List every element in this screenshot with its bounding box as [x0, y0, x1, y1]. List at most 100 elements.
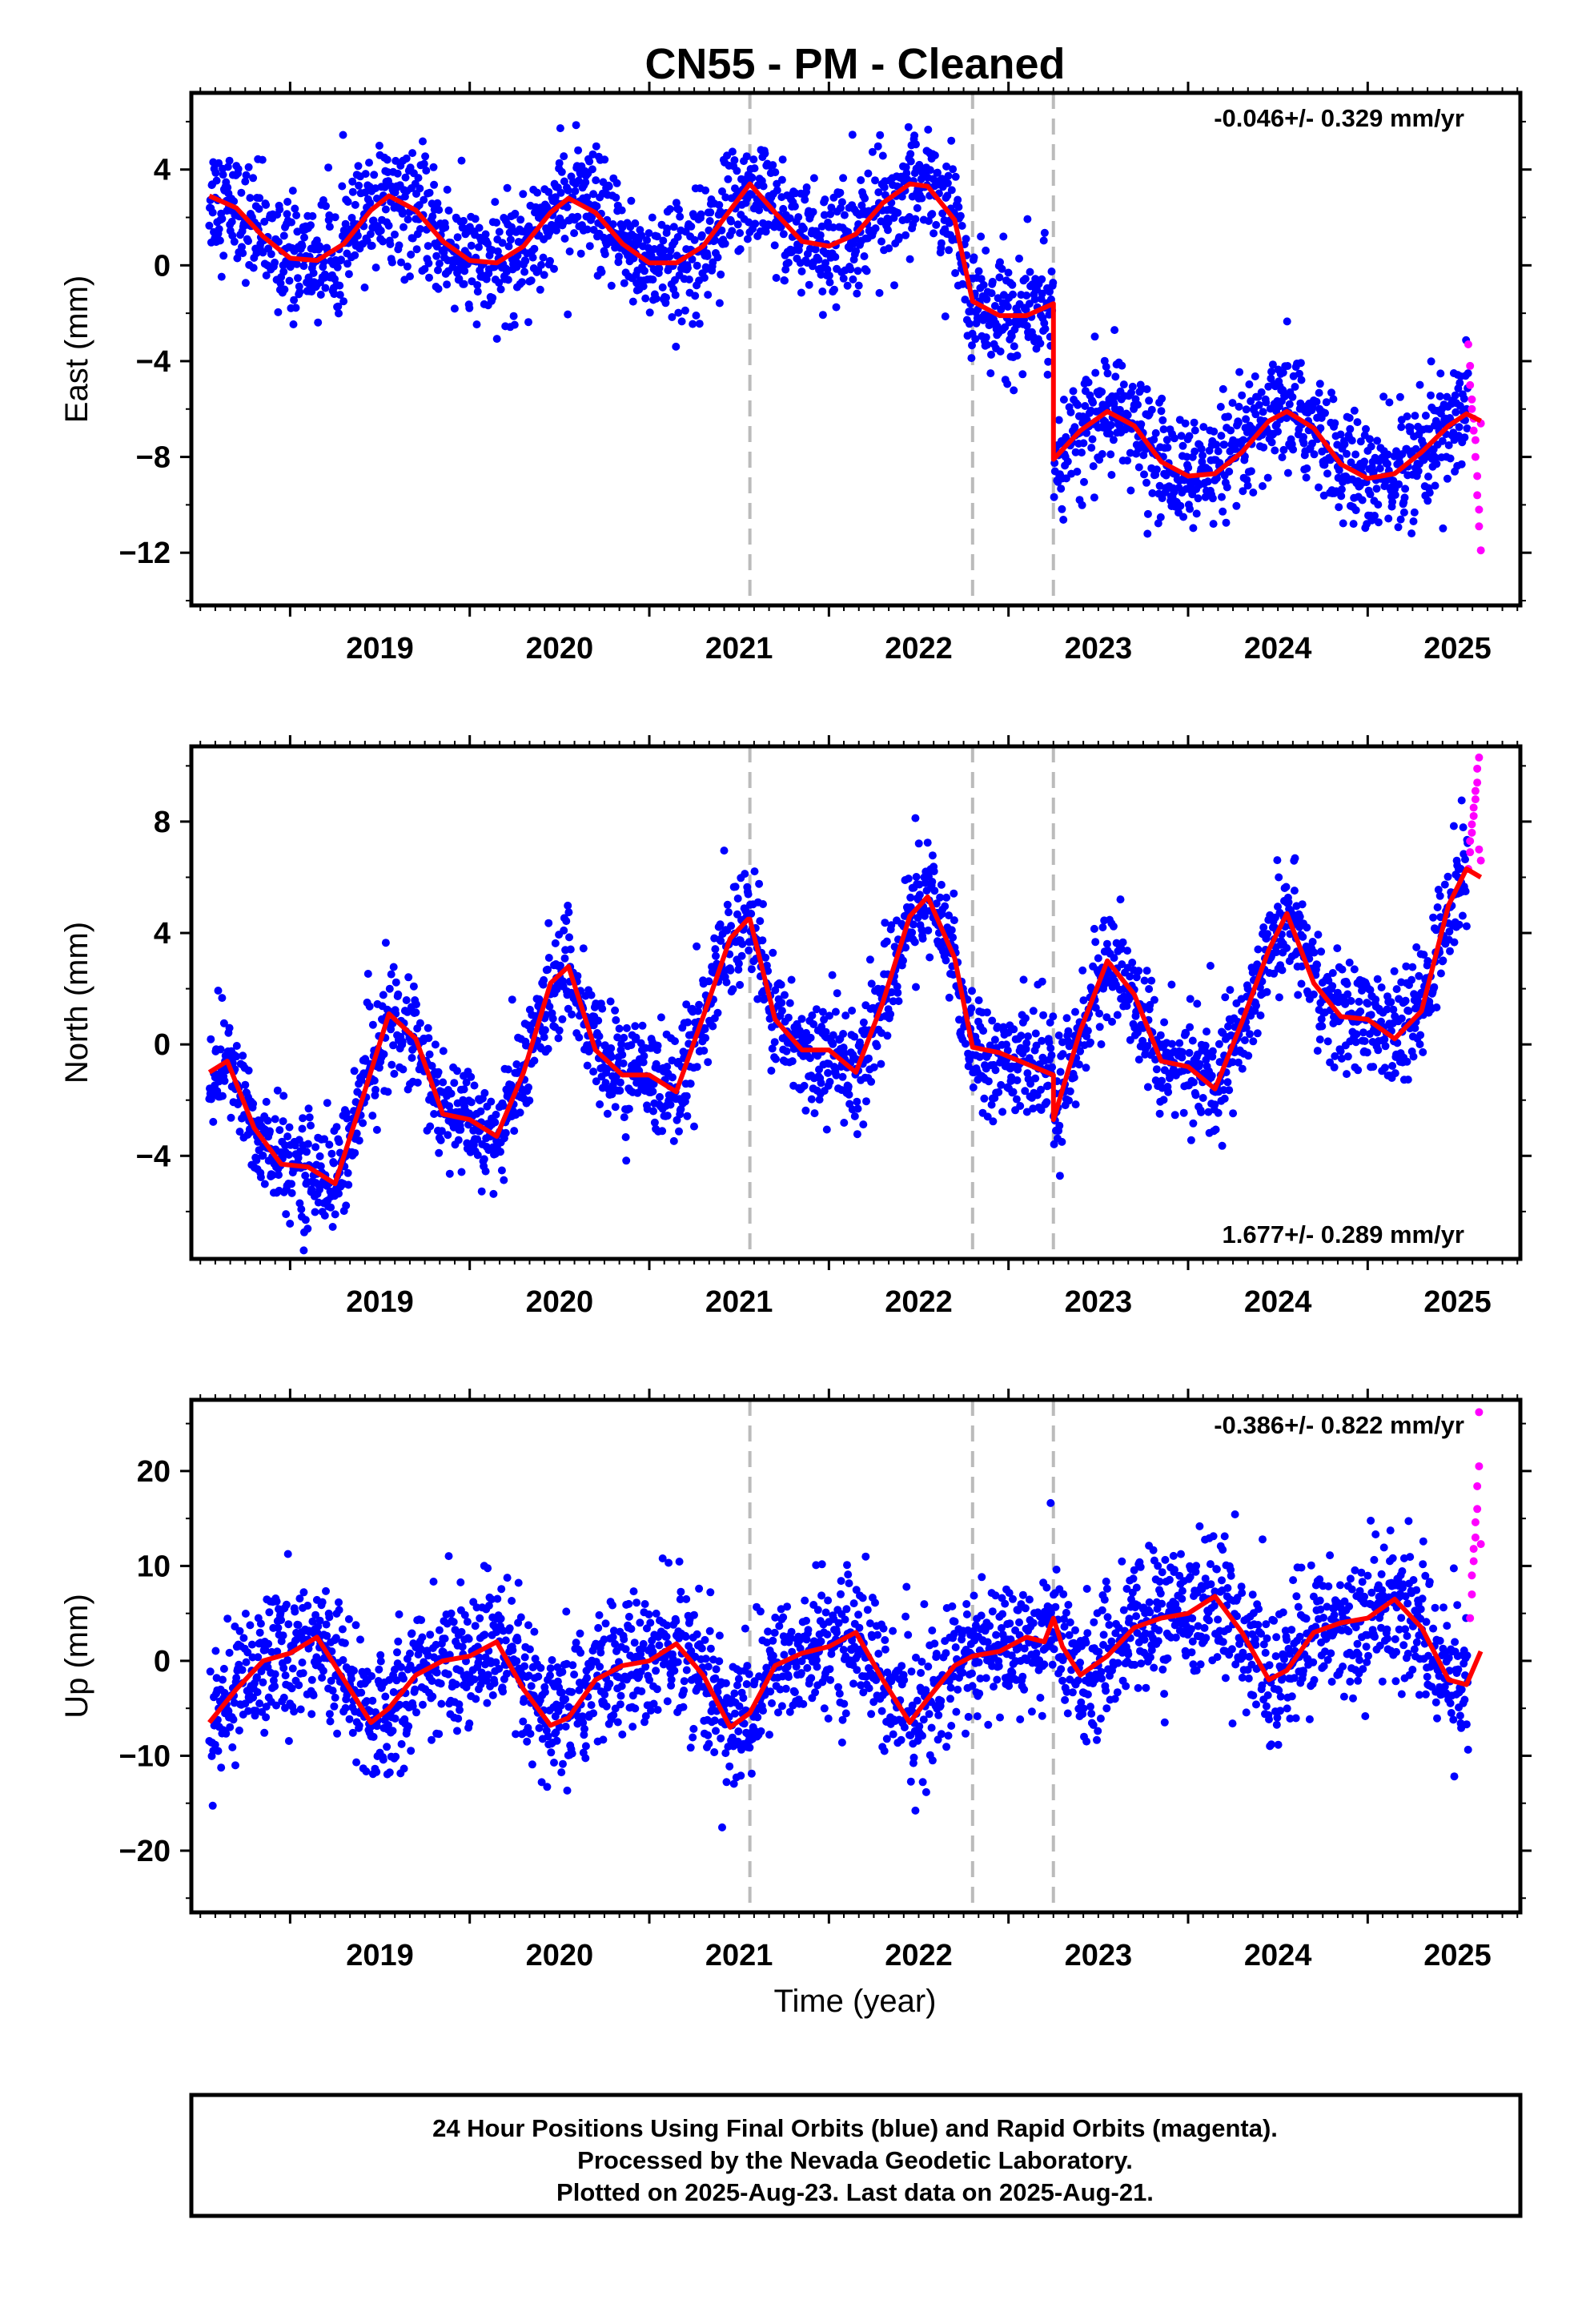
final-orbit-point: [1404, 1007, 1413, 1015]
model-line: [208, 181, 1482, 481]
final-orbit-point: [315, 1152, 324, 1160]
final-orbit-point: [429, 163, 438, 171]
final-orbit-point: [401, 173, 410, 182]
final-orbit-point: [1054, 416, 1063, 424]
final-orbit-point: [725, 908, 733, 917]
final-orbit-point: [283, 1132, 292, 1141]
final-orbit-point: [1017, 1031, 1026, 1040]
final-orbit-point: [1189, 524, 1198, 533]
final-orbit-point: [722, 978, 731, 987]
final-orbit-point: [443, 280, 452, 289]
final-orbit-point: [704, 291, 713, 300]
final-orbit-point: [1314, 931, 1323, 939]
final-orbit-point: [1397, 1014, 1406, 1023]
final-orbit-point: [506, 235, 515, 244]
final-orbit-point: [969, 1083, 978, 1092]
final-orbit-point: [279, 1117, 287, 1126]
final-orbit-point: [619, 1059, 628, 1068]
final-orbit-point: [1255, 400, 1263, 409]
final-orbit-point: [420, 195, 428, 204]
final-orbit-point: [908, 928, 917, 937]
final-orbit-point: [233, 254, 242, 263]
final-orbit-point: [1392, 985, 1401, 994]
y-tick-label: 0: [154, 249, 171, 283]
final-orbit-point: [480, 1088, 489, 1097]
final-orbit-point: [540, 1033, 548, 1042]
final-orbit-point: [460, 279, 468, 288]
final-orbit-point: [901, 943, 910, 952]
final-orbit-point: [1151, 428, 1160, 437]
final-orbit-point: [1298, 962, 1307, 971]
final-orbit-point: [982, 295, 991, 304]
final-orbit-point: [434, 1068, 443, 1076]
final-orbit-point: [941, 312, 950, 321]
final-orbit-point: [1384, 514, 1393, 523]
final-orbit-point: [563, 203, 572, 211]
final-orbit-point: [564, 186, 572, 195]
final-orbit-point: [244, 237, 252, 245]
final-orbit-point: [1134, 463, 1143, 472]
final-orbit-point: [246, 194, 255, 203]
final-orbit-point: [777, 980, 785, 989]
final-orbit-point: [1156, 513, 1165, 521]
final-orbit-point: [944, 171, 953, 180]
final-orbit-point: [867, 979, 876, 988]
final-orbit-point: [560, 926, 568, 935]
final-orbit-point: [1134, 400, 1142, 409]
final-orbit-point: [421, 152, 430, 161]
final-orbit-point: [608, 220, 617, 228]
final-orbit-point: [829, 1031, 837, 1039]
final-orbit-point: [987, 289, 996, 298]
final-orbit-point: [950, 916, 958, 925]
final-orbit-point: [1337, 485, 1346, 494]
final-orbit-point: [1039, 236, 1048, 245]
final-orbit-point: [837, 198, 846, 207]
final-orbit-point: [893, 208, 902, 217]
final-orbit-point: [1222, 518, 1231, 527]
final-orbit-point: [1041, 324, 1050, 333]
final-orbit-point: [1044, 1081, 1053, 1090]
final-orbit-point: [576, 249, 585, 258]
final-orbit-point: [285, 276, 294, 285]
final-orbit-point: [1345, 959, 1354, 967]
final-orbit-point: [1390, 967, 1399, 975]
final-orbit-point: [260, 217, 269, 226]
final-orbit-point: [910, 938, 919, 947]
final-orbit-point: [631, 219, 640, 227]
final-orbit-point: [620, 279, 628, 287]
final-orbit-point: [1088, 435, 1097, 444]
final-orbit-point: [1388, 1062, 1397, 1070]
final-orbit-point: [409, 982, 418, 991]
final-orbit-point: [996, 347, 1005, 356]
final-orbit-point: [1118, 960, 1126, 969]
final-orbit-point: [1179, 513, 1188, 521]
final-orbit-point: [668, 313, 677, 321]
final-orbit-point: [585, 242, 594, 251]
final-orbit-point: [895, 233, 904, 242]
final-orbit-point: [911, 215, 920, 223]
final-orbit-point: [832, 1071, 841, 1080]
final-orbit-point: [817, 222, 826, 231]
final-orbit-point: [1223, 483, 1231, 492]
final-orbit-point: [993, 1023, 1002, 1031]
final-orbit-point: [1134, 1055, 1143, 1064]
final-orbit-point: [997, 305, 1006, 314]
final-orbit-point: [652, 294, 661, 303]
final-orbit-point: [827, 203, 836, 212]
final-orbit-point: [818, 311, 827, 320]
final-orbit-point: [230, 237, 239, 246]
final-orbit-point: [1288, 392, 1297, 401]
final-orbit-point: [747, 965, 756, 974]
final-orbit-point: [731, 883, 740, 891]
final-orbit-point: [283, 198, 292, 206]
final-orbit-point: [218, 994, 227, 1003]
final-orbit-point: [215, 225, 223, 233]
final-orbit-point: [1217, 432, 1226, 440]
final-orbit-point: [828, 971, 837, 979]
final-orbit-point: [351, 251, 359, 259]
final-orbit-point: [1399, 508, 1408, 517]
final-orbit-point: [1192, 509, 1201, 518]
final-orbit-point: [640, 267, 648, 275]
final-orbit-point: [211, 168, 220, 177]
